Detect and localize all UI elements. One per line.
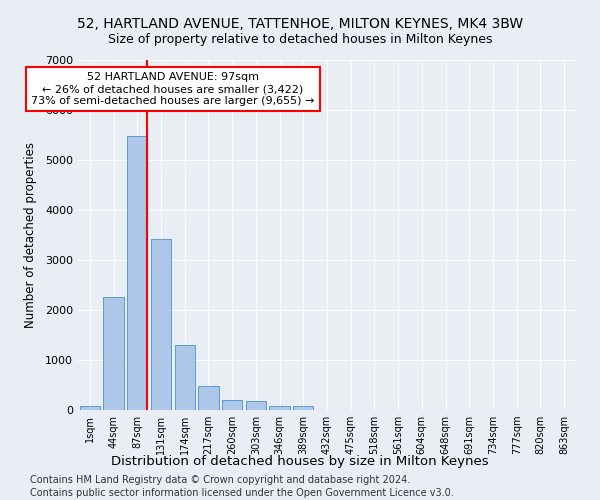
Y-axis label: Number of detached properties: Number of detached properties	[23, 142, 37, 328]
Text: Distribution of detached houses by size in Milton Keynes: Distribution of detached houses by size …	[111, 455, 489, 468]
Text: 52, HARTLAND AVENUE, TATTENHOE, MILTON KEYNES, MK4 3BW: 52, HARTLAND AVENUE, TATTENHOE, MILTON K…	[77, 18, 523, 32]
Text: 52 HARTLAND AVENUE: 97sqm
← 26% of detached houses are smaller (3,422)
73% of se: 52 HARTLAND AVENUE: 97sqm ← 26% of detac…	[31, 72, 314, 106]
Bar	[269, 406, 290, 410]
Bar	[103, 296, 124, 410]
Text: Size of property relative to detached houses in Milton Keynes: Size of property relative to detached ho…	[108, 32, 492, 46]
Bar	[151, 239, 171, 410]
Text: Contains HM Land Registry data © Crown copyright and database right 2024.: Contains HM Land Registry data © Crown c…	[30, 475, 410, 485]
Bar	[127, 136, 148, 410]
Bar	[293, 406, 313, 410]
Bar	[80, 406, 100, 410]
Text: Contains public sector information licensed under the Open Government Licence v3: Contains public sector information licen…	[30, 488, 454, 498]
Bar	[199, 386, 218, 410]
Bar	[175, 344, 195, 410]
Bar	[246, 401, 266, 410]
Bar	[222, 400, 242, 410]
